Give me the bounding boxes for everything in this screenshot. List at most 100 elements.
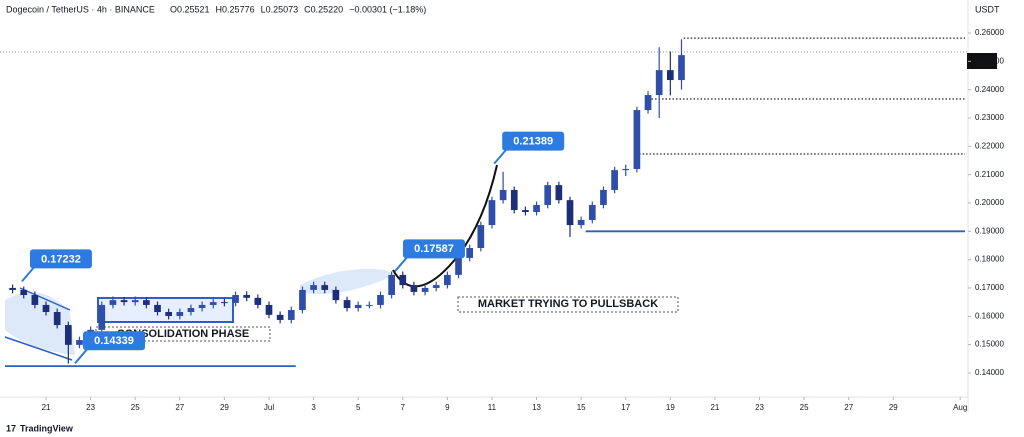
- currency: USDT: [975, 4, 1000, 14]
- x-tick-label: 13: [532, 403, 541, 412]
- ohlc-value: H0.25776: [216, 4, 255, 14]
- candle-body: [488, 200, 496, 226]
- candle-body: [444, 274, 451, 286]
- y-tick-label: 0.16000: [975, 311, 1004, 320]
- brand: TradingView: [20, 423, 74, 433]
- brand-logo: 17: [6, 423, 16, 433]
- callout-label: 0.17587: [414, 243, 454, 255]
- candle-body: [633, 110, 641, 169]
- x-tick-label: 21: [42, 403, 51, 412]
- candle-body: [42, 304, 50, 313]
- candle-body: [187, 308, 195, 313]
- y-tick-label: 0.25000: [975, 56, 1004, 65]
- callout-label: 0.17232: [41, 253, 81, 265]
- candle-body: [588, 204, 596, 220]
- candle-body: [354, 304, 362, 309]
- candle-body: [109, 300, 117, 305]
- candle-body: [655, 70, 663, 96]
- x-tick-label: 29: [220, 403, 229, 412]
- candle-body: [98, 304, 106, 330]
- candle-body: [265, 304, 273, 315]
- y-tick-label: 0.20000: [975, 198, 1004, 207]
- callout-box: [29, 249, 92, 269]
- x-tick-label: 9: [445, 403, 450, 412]
- y-tick-label: 0.23000: [975, 113, 1004, 122]
- candle-body: [678, 55, 685, 81]
- candle-body: [154, 304, 161, 313]
- candle-body: [176, 312, 184, 316]
- trend-line: [4, 336, 73, 361]
- y-tick-label: 0.21000: [975, 170, 1004, 179]
- callout-box: [502, 131, 565, 151]
- callout-box: [402, 239, 465, 259]
- x-tick-label: 25: [800, 403, 809, 412]
- candle-body: [232, 295, 239, 303]
- candle-body: [365, 304, 373, 306]
- trend-line: [19, 287, 71, 311]
- candle-body: [343, 300, 351, 309]
- candle-body: [644, 95, 652, 111]
- x-tick-label: 7: [401, 403, 406, 412]
- candle-body: [600, 189, 607, 205]
- y-tick-label: 0.18000: [975, 255, 1004, 264]
- candle-body: [499, 189, 507, 201]
- candle-body: [299, 289, 306, 311]
- ohlc-value: L0.25073: [261, 4, 299, 14]
- note-box: [457, 296, 679, 313]
- candle-body: [131, 300, 139, 303]
- candle-body: [410, 285, 418, 292]
- candle-body: [254, 297, 262, 305]
- callout-pointer: [21, 266, 35, 283]
- y-tick-label: 0.19000: [975, 226, 1004, 235]
- candle-body: [332, 289, 340, 301]
- candle-body: [377, 295, 384, 305]
- note: MARKET TRYING TO PULLSBACK: [478, 298, 658, 310]
- candle-body: [466, 248, 474, 258]
- y-tick-label: 0.26000: [975, 28, 1004, 37]
- ohlc-value: −0.00301 (−1.18%): [349, 4, 426, 14]
- callout-label: 0.14339: [94, 335, 134, 347]
- candle-body: [611, 170, 618, 190]
- x-tick-label: 23: [755, 403, 764, 412]
- x-tick-label: 15: [577, 403, 586, 412]
- candle-body: [566, 200, 574, 226]
- x-tick-label: Jul: [264, 403, 274, 412]
- curve: [392, 164, 498, 288]
- candle-body: [64, 325, 72, 345]
- candle-body: [455, 257, 462, 275]
- y-tick-label: 0.17000: [975, 283, 1004, 292]
- candle-body: [622, 168, 630, 171]
- candle-body: [555, 185, 563, 201]
- candle-body: [544, 185, 552, 205]
- callout-label: 0.21389: [513, 136, 553, 148]
- candle-body: [310, 285, 317, 290]
- candle-body: [143, 300, 150, 305]
- price-tag: [967, 53, 997, 69]
- x-tick-label: 17: [621, 403, 630, 412]
- x-tick-label: 5: [356, 403, 361, 412]
- callout-pointer: [74, 348, 88, 364]
- y-tick-label: 0.22000: [975, 141, 1004, 150]
- candle-body: [510, 189, 518, 211]
- candle-body: [577, 219, 585, 226]
- y-tick-label: 0.24000: [975, 85, 1004, 94]
- candle-body: [321, 285, 329, 290]
- x-tick-label: 3: [311, 403, 316, 412]
- x-tick-label: 21: [710, 403, 719, 412]
- x-tick-label: 11: [488, 403, 497, 412]
- candle-body: [209, 302, 217, 305]
- y-tick-label: 0.14000: [975, 368, 1004, 377]
- candle-body: [76, 340, 83, 345]
- x-tick-label: 19: [666, 403, 675, 412]
- candle-body: [477, 225, 485, 249]
- candle-body: [120, 300, 128, 303]
- candle-body: [53, 312, 61, 326]
- candle-body: [20, 289, 28, 296]
- x-tick-label: 27: [844, 403, 853, 412]
- plot: O0.25521 H0.25776 L0.25073 C0.25220 −0.00301…: [5, 4, 1004, 412]
- candle-body: [287, 310, 295, 320]
- x-tick-label: 27: [175, 403, 184, 412]
